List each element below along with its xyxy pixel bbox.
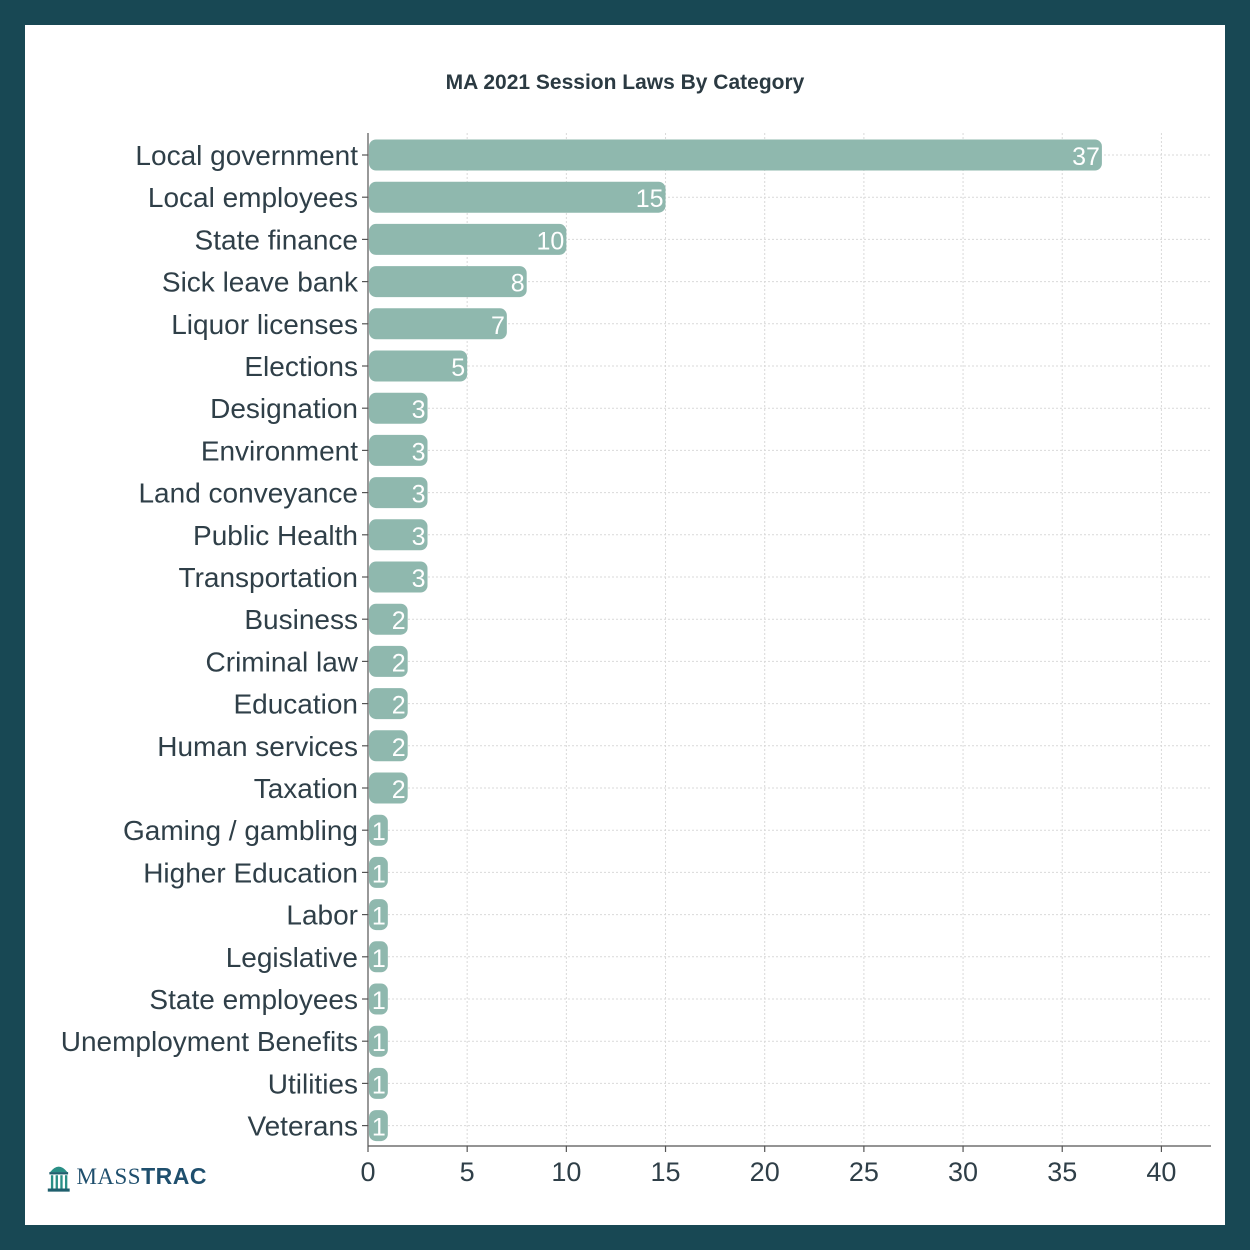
bar: [369, 266, 527, 298]
bar: [369, 1110, 388, 1142]
bar-value-label: 2: [392, 607, 406, 635]
bar-value-label: 37: [1072, 143, 1100, 171]
bar-value-label: 1: [372, 1029, 386, 1057]
bar-value-label: 8: [511, 270, 525, 298]
logo-text: MASSTRAC: [76, 1162, 207, 1189]
bar: [369, 350, 468, 382]
bar: [369, 772, 408, 804]
bar-value-label: 3: [412, 565, 426, 593]
bar-value-label: 2: [392, 734, 406, 762]
category-label: State finance: [195, 224, 358, 255]
category-label: Legislative: [226, 942, 358, 973]
bar-value-label: 1: [372, 860, 386, 888]
bar: [369, 477, 428, 509]
x-tick-label: 10: [551, 1157, 581, 1187]
category-label: Higher Education: [143, 857, 358, 888]
category-label: Human services: [157, 731, 358, 762]
bar-value-label: 10: [537, 227, 565, 255]
bar-value-label: 1: [372, 903, 386, 931]
bar: [369, 519, 428, 551]
bar: [369, 856, 388, 888]
bar: [369, 730, 408, 762]
bar-value-label: 3: [412, 438, 426, 466]
bar: [369, 983, 388, 1015]
x-tick-label: 0: [360, 1157, 375, 1187]
category-label: Gaming / gambling: [123, 815, 358, 846]
x-tick-label: 40: [1146, 1157, 1176, 1187]
category-label: Public Health: [193, 520, 358, 551]
capitol-dome-icon: [47, 1166, 70, 1192]
bar: [369, 561, 428, 593]
grid-lines: [368, 133, 1211, 1146]
category-label: Business: [244, 604, 358, 635]
category-label: Elections: [244, 351, 358, 382]
bar: [369, 392, 428, 424]
bar-value-label: 2: [392, 692, 406, 720]
category-label: Transportation: [179, 562, 359, 593]
bar: [369, 434, 428, 466]
category-label: Local employees: [148, 182, 358, 213]
bar: [369, 1025, 388, 1057]
category-label: Utilities: [268, 1068, 358, 1099]
category-label: Unemployment Benefits: [61, 1026, 358, 1057]
category-label: Land conveyance: [138, 478, 358, 509]
category-label: Veterans: [247, 1111, 358, 1142]
bar-value-label: 1: [372, 987, 386, 1015]
bar: [369, 941, 388, 973]
bar-value-label: 7: [491, 312, 505, 340]
category-label: Education: [233, 689, 358, 720]
bar-value-label: 3: [412, 523, 426, 551]
bar: [369, 308, 507, 340]
chart-panel: MA 2021 Session Laws By Category 0 5 10 15 2…: [25, 25, 1225, 1225]
bar: [369, 139, 1102, 171]
bar-value-label: 2: [392, 649, 406, 677]
bar-value-label: 1: [372, 1071, 386, 1099]
bar: [369, 688, 408, 720]
x-tick-label: 25: [849, 1157, 879, 1187]
bar-value-label: 2: [392, 776, 406, 804]
bar: [369, 603, 408, 635]
bar-value-label: 15: [636, 185, 664, 213]
category-label: Designation: [210, 393, 358, 424]
category-label: Local government: [135, 140, 358, 171]
bar: [369, 814, 388, 846]
x-tick-label: 30: [948, 1157, 978, 1187]
category-label: Taxation: [254, 773, 358, 804]
category-label: Criminal law: [206, 646, 359, 677]
category-label: Environment: [201, 435, 358, 466]
x-tick-label: 5: [460, 1157, 475, 1187]
bar: [369, 645, 408, 677]
category-label: Liquor licenses: [171, 309, 358, 340]
chart-title: MA 2021 Session Laws By Category: [445, 71, 805, 94]
bar-value-label: 3: [412, 481, 426, 509]
bar: [369, 223, 567, 255]
bar: [369, 899, 388, 931]
bar: [369, 181, 666, 213]
bar-value-label: 5: [451, 354, 465, 382]
bar-value-label: 1: [372, 945, 386, 973]
bar-value-label: 1: [372, 818, 386, 846]
category-label: Labor: [286, 900, 358, 931]
bar: [369, 1067, 388, 1099]
x-tick-label: 35: [1047, 1157, 1077, 1187]
x-axis-ticks: 0 5 10 15 20 25 30 35 40: [360, 1146, 1176, 1187]
bar-value-label: 3: [412, 396, 426, 424]
masstrac-logo: MASSTRAC: [47, 1151, 207, 1201]
x-tick-label: 15: [651, 1157, 681, 1187]
bar-value-label: 1: [372, 1114, 386, 1142]
x-tick-label: 20: [750, 1157, 780, 1187]
category-label: Sick leave bank: [162, 267, 359, 298]
category-label: State employees: [149, 984, 358, 1015]
